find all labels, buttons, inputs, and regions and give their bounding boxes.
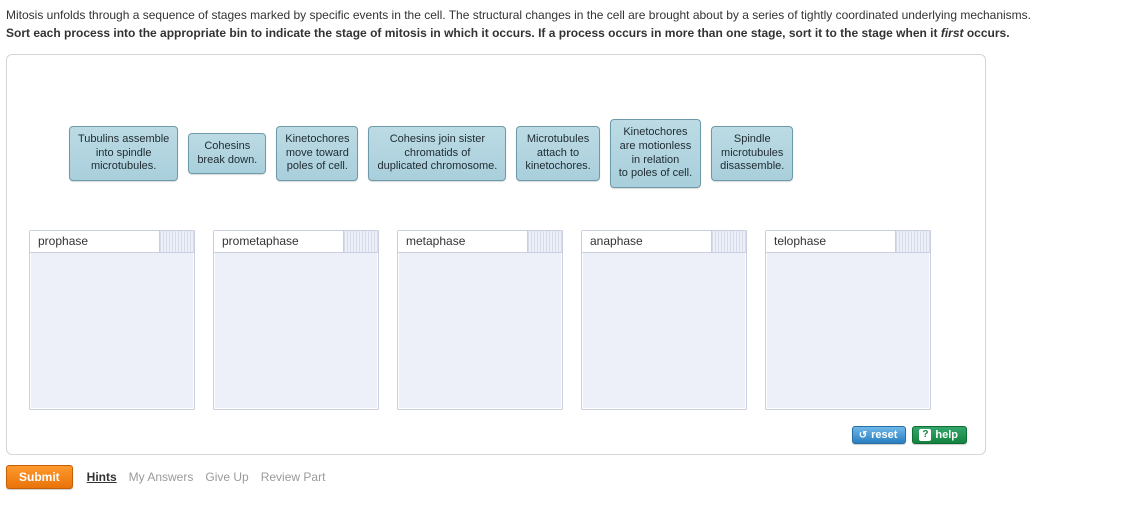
reset-button[interactable]: ↺ reset bbox=[852, 426, 907, 444]
intro-line2-after: occurs. bbox=[964, 26, 1010, 40]
bin-grip-icon[interactable] bbox=[344, 231, 378, 252]
intro-line1: Mitosis unfolds through a sequence of st… bbox=[6, 6, 1132, 24]
bin-label-prometaphase: prometaphase bbox=[214, 231, 344, 252]
bin-anaphase[interactable]: anaphase bbox=[581, 230, 747, 410]
hints-link[interactable]: Hints bbox=[87, 470, 117, 484]
bin-label-metaphase: metaphase bbox=[398, 231, 528, 252]
bin-prophase[interactable]: prophase bbox=[29, 230, 195, 410]
bin-telophase[interactable]: telophase bbox=[765, 230, 931, 410]
review-part-link[interactable]: Review Part bbox=[261, 470, 326, 484]
bin-header: telophase bbox=[766, 231, 930, 253]
bin-header: metaphase bbox=[398, 231, 562, 253]
give-up-link[interactable]: Give Up bbox=[205, 470, 248, 484]
draggable-tiles-area: Tubulins assembleinto spindlemicrotubule… bbox=[25, 69, 967, 230]
help-button[interactable]: ? help bbox=[912, 426, 967, 444]
tile-mt-attach[interactable]: Microtubulesattach tokinetochores. bbox=[516, 126, 599, 181]
help-icon: ? bbox=[919, 429, 931, 441]
bin-grip-icon[interactable] bbox=[528, 231, 562, 252]
bin-prometaphase[interactable]: prometaphase bbox=[213, 230, 379, 410]
sort-panel: Tubulins assembleinto spindlemicrotubule… bbox=[6, 54, 986, 455]
my-answers-link[interactable]: My Answers bbox=[129, 470, 194, 484]
reset-label: reset bbox=[871, 429, 897, 441]
intro-line2: Sort each process into the appropriate b… bbox=[6, 24, 1132, 42]
action-bar: Submit Hints My Answers Give Up Review P… bbox=[0, 455, 1138, 497]
panel-footer: ↺ reset ? help bbox=[25, 420, 967, 444]
intro-line2-em: first bbox=[941, 26, 964, 40]
bin-header: prometaphase bbox=[214, 231, 378, 253]
bin-metaphase[interactable]: metaphase bbox=[397, 230, 563, 410]
bin-header: anaphase bbox=[582, 231, 746, 253]
intro-line2-before: Sort each process into the appropriate b… bbox=[6, 26, 941, 40]
tile-kineto-poles[interactable]: Kinetochoresmove towardpoles of cell. bbox=[276, 126, 358, 181]
action-links: Hints My Answers Give Up Review Part bbox=[87, 470, 326, 484]
bins-row: prophase prometaphase metaphase anaphase bbox=[25, 230, 967, 420]
tile-cohesins-join[interactable]: Cohesins join sisterchromatids ofduplica… bbox=[368, 126, 506, 181]
reset-icon: ↺ bbox=[859, 430, 867, 441]
tile-tubulins[interactable]: Tubulins assembleinto spindlemicrotubule… bbox=[69, 126, 178, 181]
bin-label-telophase: telophase bbox=[766, 231, 896, 252]
submit-button[interactable]: Submit bbox=[6, 465, 73, 489]
instructions: Mitosis unfolds through a sequence of st… bbox=[0, 0, 1138, 50]
help-label: help bbox=[935, 429, 958, 441]
tile-kineto-motionless[interactable]: Kinetochoresare motionlessin relationto … bbox=[610, 119, 701, 188]
tile-spindle-dis[interactable]: Spindlemicrotubulesdisassemble. bbox=[711, 126, 793, 181]
bin-label-anaphase: anaphase bbox=[582, 231, 712, 252]
bin-header: prophase bbox=[30, 231, 194, 253]
bin-grip-icon[interactable] bbox=[896, 231, 930, 252]
bin-label-prophase: prophase bbox=[30, 231, 160, 252]
bin-grip-icon[interactable] bbox=[712, 231, 746, 252]
tile-cohesins-break[interactable]: Cohesinsbreak down. bbox=[188, 133, 266, 175]
bin-grip-icon[interactable] bbox=[160, 231, 194, 252]
